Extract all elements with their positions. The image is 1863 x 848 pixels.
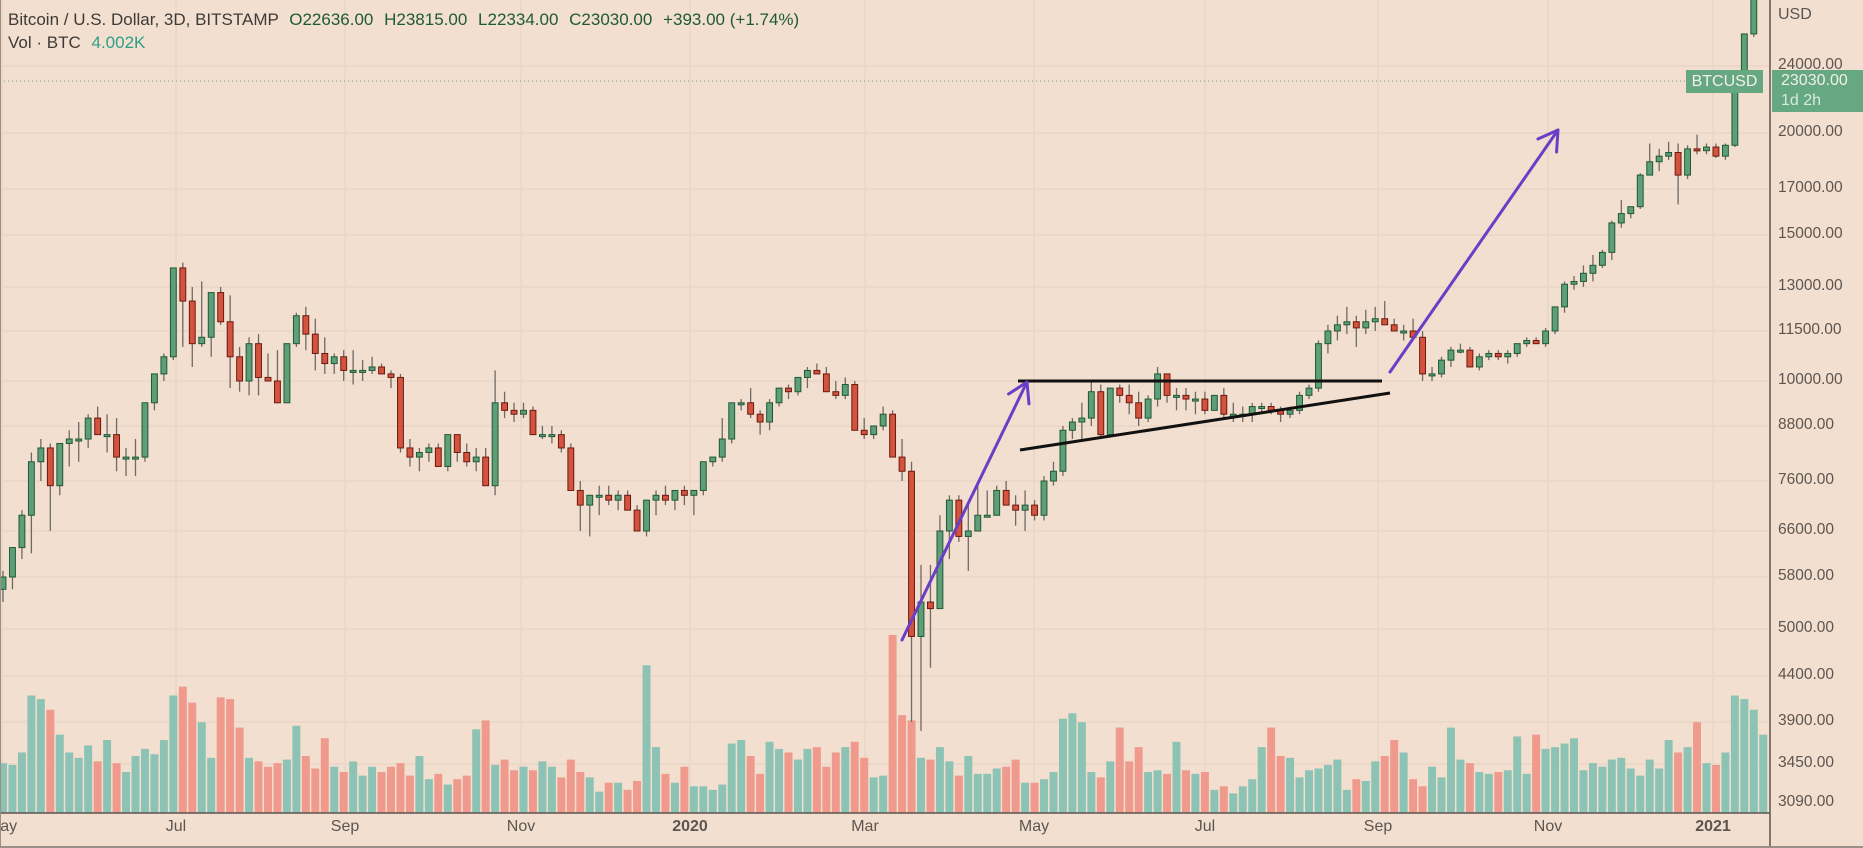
symbol-title[interactable]: Bitcoin / U.S. Dollar, 3D, BITSTAMP (8, 10, 279, 29)
grid-lines (0, 80, 1686, 82)
ohlc-close: C23030.00 (569, 10, 653, 29)
ohlc-low: L22334.00 (478, 10, 559, 29)
time-tick-label: May (0, 818, 18, 835)
price-tick-label: 4400.00 (1778, 666, 1835, 683)
price-tick-label: 15000.00 (1778, 225, 1843, 242)
price-tick-label: 3450.00 (1778, 754, 1835, 771)
price-candles (0, 0, 1758, 731)
price-tick-label: 3090.00 (1778, 793, 1835, 810)
price-tick-label: 10000.00 (1778, 371, 1843, 388)
time-tick-label: Nov (506, 818, 536, 835)
price-tick-label: 17000.00 (1778, 179, 1843, 196)
price-tick-label: 11500.00 (1778, 321, 1842, 338)
price-tick-label: 8800.00 (1778, 416, 1835, 433)
time-tick-label: May (1018, 818, 1050, 835)
time-tick-label: Sep (1363, 818, 1393, 835)
candle-countdown: 1d 2h (1781, 92, 1822, 109)
price-tick-label: 6600.00 (1778, 521, 1835, 538)
time-tick-label: Jul (165, 818, 187, 835)
price-tick-label: 7600.00 (1778, 471, 1835, 488)
time-tick-label: Sep (330, 818, 360, 835)
price-tick-label: 3900.00 (1778, 712, 1835, 729)
time-tick-label: Nov (1533, 818, 1563, 835)
currency-label: USD (1778, 6, 1812, 23)
last-price-tag: 23030.00 1d 2h (1772, 70, 1863, 112)
volume-label[interactable]: Vol · BTC (8, 33, 81, 52)
drawings (900, 128, 1560, 642)
last-price-value: 23030.00 (1781, 72, 1848, 89)
volume-value: 4.002K (91, 33, 146, 52)
time-tick-label: 2020 (672, 818, 708, 835)
price-tick-label: 5000.00 (1778, 619, 1835, 636)
ohlc-open: O22636.00 (289, 10, 374, 29)
volume-bars (0, 635, 1768, 813)
price-tick-label: 13000.00 (1778, 277, 1843, 294)
ohlc-change: +393.00 (+1.74%) (663, 10, 800, 29)
time-tick-label: Mar (851, 818, 879, 835)
time-tick-label: Jul (1194, 818, 1216, 835)
symbol-price-tag: BTCUSD (1686, 70, 1763, 93)
time-tick-label: 2021 (1695, 818, 1731, 835)
ohlc-high: H23815.00 (384, 10, 468, 29)
price-tick-label: 5800.00 (1778, 567, 1835, 584)
symbol-legend: Bitcoin / U.S. Dollar, 3D, BITSTAMP O226… (8, 8, 799, 54)
price-tick-label: 24000.00 (1778, 56, 1843, 73)
price-tick-label: 20000.00 (1778, 123, 1843, 140)
